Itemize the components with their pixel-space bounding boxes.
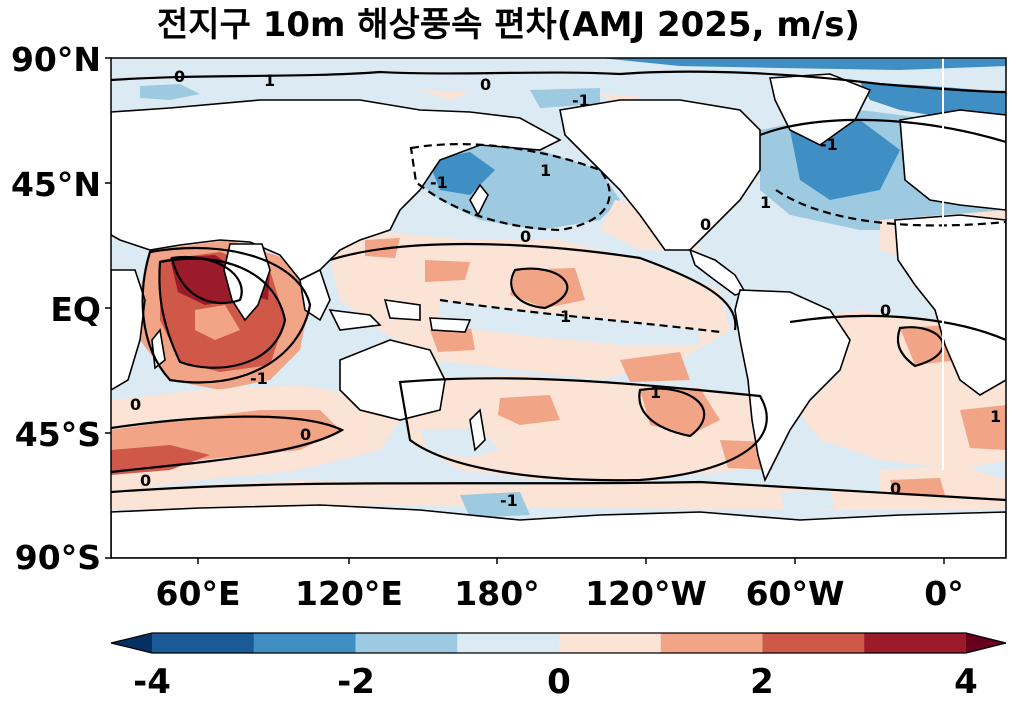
colorbar-segment [762, 633, 865, 653]
lon-label-120e: 120°E [295, 574, 403, 613]
contour-label-group: 0 1 -1 0 1 -1 0 1 -1 0 1 0 -1 0 1 0 1 0 … [130, 67, 1001, 510]
colorbar-segment [864, 633, 967, 653]
lat-label-45n: 45°N [10, 165, 101, 204]
colorbar-tick-label: -4 [133, 662, 171, 702]
contour-label: -1 [500, 491, 518, 510]
colorbar-outline [110, 632, 1007, 654]
colorbar [110, 632, 1007, 654]
contour-label: -1 [572, 91, 590, 110]
colorbar-segment [559, 633, 662, 653]
colorbar-tick-label: 2 [750, 662, 774, 702]
contour-label: 1 [560, 307, 571, 326]
contour-label: 1 [990, 407, 1001, 426]
contour-label: 0 [174, 67, 185, 86]
colorbar-segment [457, 633, 560, 653]
contour-label: 0 [300, 425, 311, 444]
colorbar-segment [152, 633, 255, 653]
lat-label-45s: 45°S [14, 415, 101, 454]
map-title: 전지구 10m 해상풍속 편차(AMJ 2025, m/s) [157, 5, 860, 45]
contour-label: 0 [520, 227, 531, 246]
axis-ticks [105, 57, 945, 564]
lon-label-60e: 60°E [155, 574, 241, 613]
lat-label-90s: 90°S [14, 538, 101, 577]
colorbar-segments [152, 633, 967, 653]
colorbar-segment [253, 633, 357, 653]
lon-label-180: 180° [454, 574, 540, 613]
lat-label-90n: 90°N [10, 40, 101, 79]
contour-label: 1 [540, 161, 551, 180]
lat-label-eq: EQ [50, 290, 101, 329]
colorbar-segment [660, 633, 764, 653]
colorbar-tick-label: -2 [337, 662, 375, 702]
contour-label: 1 [650, 383, 661, 402]
colorbar-tick-label: 0 [547, 662, 571, 702]
contour-label: 0 [140, 471, 151, 490]
lon-label-0: 0° [924, 574, 964, 613]
colorbar-tick-label: 4 [954, 662, 978, 702]
lon-label-120w: 120°W [585, 574, 707, 613]
contour-label: -1 [250, 369, 268, 388]
contour-label: -1 [820, 135, 838, 154]
lon-label-60w: 60°W [745, 574, 845, 613]
contour-label: 0 [880, 301, 891, 320]
colorbar-extend-low [111, 633, 152, 653]
map-area: 0 1 -1 0 1 -1 0 1 -1 0 1 0 -1 0 1 0 1 0 … [111, 58, 1006, 558]
contour-label: 0 [700, 215, 711, 234]
contour-label: 1 [760, 193, 771, 212]
contour-label: 0 [480, 75, 491, 94]
colorbar-segment [355, 633, 458, 653]
anomaly-fill [111, 58, 1006, 518]
contour-label: -1 [430, 173, 448, 192]
colorbar-extend-high [966, 633, 1006, 653]
contour-lines [111, 70, 1006, 502]
contour-label: 1 [264, 71, 275, 90]
contour-label: 0 [890, 479, 901, 498]
contour-label: 0 [130, 395, 141, 414]
